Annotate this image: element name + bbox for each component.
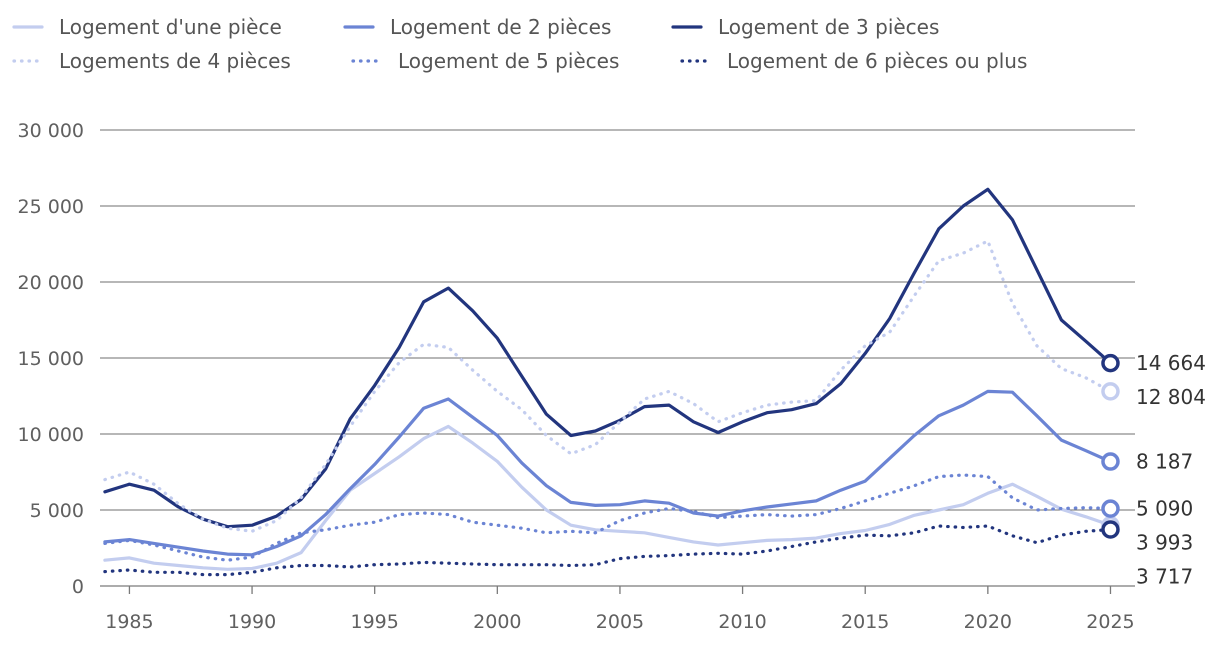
series-line-6 — [103, 524, 1113, 577]
legend-label: Logement de 3 pièces — [718, 15, 939, 39]
x-tick-label: 1990 — [228, 611, 276, 633]
x-tick-label: 1985 — [105, 611, 153, 633]
legend-label: Logement de 6 pièces ou plus — [727, 49, 1027, 73]
end-value-label: 14 664 — [1136, 351, 1206, 375]
series-line-3 — [103, 187, 1113, 529]
end-point-marker — [1101, 452, 1120, 471]
end-value-label: 3 717 — [1136, 565, 1193, 589]
end-point-marker — [1101, 382, 1120, 401]
legend-item: Logements de 4 pièces — [12, 49, 291, 73]
x-tick-label: 2010 — [718, 611, 766, 633]
legend-label: Logement d'une pièce — [59, 15, 282, 39]
x-tick-label: 2025 — [1086, 611, 1134, 633]
legend-label: Logements de 4 pièces — [59, 49, 291, 73]
y-tick-label: 25 000 — [18, 196, 84, 218]
end-value-label: 8 187 — [1136, 450, 1193, 474]
end-markers — [1101, 353, 1120, 539]
end-point-marker — [1101, 499, 1120, 518]
y-tick-label: 30 000 — [18, 120, 84, 142]
end-value-label: 12 804 — [1136, 385, 1206, 409]
end-value-label: 5 090 — [1136, 497, 1193, 521]
grid-lines — [100, 129, 1135, 511]
legend-label: Logement de 2 pièces — [390, 15, 611, 39]
y-tick-label: 15 000 — [18, 348, 84, 370]
x-axis: 1985 1990 1995 2000 2005 2010 2015 2020 2025 — [100, 585, 1135, 633]
end-value-label: 3 993 — [1136, 531, 1193, 555]
legend-item: Logement de 6 pièces ou plus — [680, 49, 1027, 73]
x-tick-label: 2015 — [841, 611, 889, 633]
y-axis: 0 5 000 10 000 15 000 20 000 25 000 30 000 — [18, 120, 84, 598]
x-tick-label: 2020 — [964, 611, 1012, 633]
legend-item: Logement de 2 pièces — [343, 15, 611, 39]
series-lines — [103, 187, 1113, 577]
series-line-1 — [103, 424, 1113, 571]
end-labels: 14 664 12 804 8 187 5 090 3 993 3 717 — [1136, 351, 1206, 589]
x-tick-label: 2000 — [473, 611, 521, 633]
legend-item: Logement de 3 pièces — [671, 15, 939, 39]
series-line-5 — [103, 473, 1113, 562]
y-tick-label: 0 — [72, 576, 84, 598]
end-point-marker — [1101, 353, 1120, 373]
x-tick-label: 1995 — [351, 611, 399, 633]
legend-item: Logement d'une pièce — [12, 15, 282, 39]
series-line-2 — [103, 389, 1113, 557]
legend-label: Logement de 5 pièces — [398, 49, 619, 73]
y-tick-label: 20 000 — [18, 272, 84, 294]
legend-item: Logement de 5 pièces — [351, 49, 619, 73]
y-tick-label: 10 000 — [18, 424, 84, 446]
end-point-marker — [1101, 520, 1120, 539]
legend: Logement d'une pièce Logement de 2 pièces… — [12, 15, 1027, 73]
x-tick-label: 2005 — [596, 611, 644, 633]
y-tick-label: 5 000 — [30, 500, 84, 522]
series-line-4 — [103, 239, 1113, 533]
